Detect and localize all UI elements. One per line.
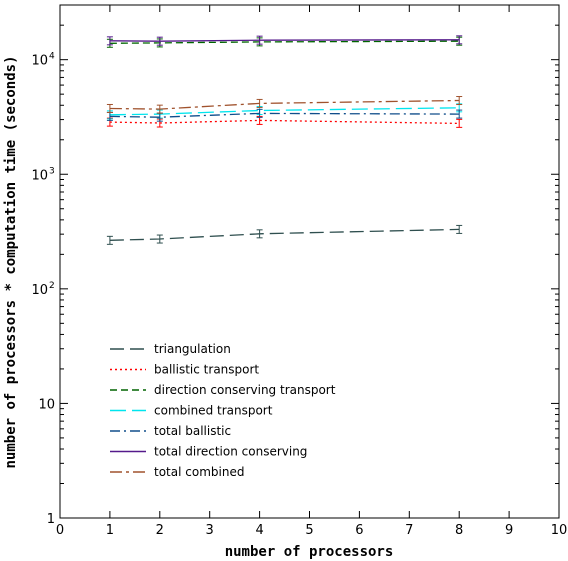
x-axis-label: number of processors xyxy=(225,544,394,560)
x-tick-label: 9 xyxy=(505,523,513,538)
legend-label: triangulation xyxy=(154,342,231,356)
data-point xyxy=(106,235,113,245)
legend-label: direction conserving transport xyxy=(154,383,336,397)
y-tick-label: 1 xyxy=(47,512,55,527)
legend-label: total ballistic xyxy=(154,424,231,438)
series-line xyxy=(109,107,460,116)
y-tick-label: 10 xyxy=(31,54,48,69)
legend-item: total direction conserving xyxy=(110,445,307,459)
data-point xyxy=(456,96,463,106)
series-1 xyxy=(106,115,463,128)
data-point xyxy=(106,36,113,46)
series-0 xyxy=(106,224,463,245)
y-tick-label: 10 xyxy=(38,397,55,412)
x-tick-label: 10 xyxy=(551,523,568,538)
legend-label: total direction conserving xyxy=(154,445,307,459)
y-tick-label: 10 xyxy=(31,168,48,183)
x-tick-label: 1 xyxy=(106,523,114,538)
data-point xyxy=(456,118,463,128)
series-line xyxy=(109,228,460,241)
legend-label: ballistic transport xyxy=(154,363,259,377)
x-tick-label: 5 xyxy=(305,523,313,538)
y-axis-label: number of processors * computation time … xyxy=(3,55,19,468)
data-point xyxy=(156,36,163,46)
data-point xyxy=(456,224,463,234)
x-tick-label: 3 xyxy=(206,523,214,538)
x-tick-label: 2 xyxy=(156,523,164,538)
series-line xyxy=(109,40,460,44)
series-line xyxy=(109,112,460,118)
y-tick-exponent: 3 xyxy=(49,166,55,176)
legend-label: combined transport xyxy=(154,404,273,418)
data-point xyxy=(106,103,113,113)
series-line xyxy=(109,39,460,42)
legend-item: triangulation xyxy=(110,342,231,356)
y-tick-exponent: 2 xyxy=(49,281,55,291)
data-point xyxy=(156,104,163,114)
series-group xyxy=(106,35,463,245)
legend-item: total ballistic xyxy=(110,424,231,438)
legend-item: ballistic transport xyxy=(110,363,259,377)
legend-label: total combined xyxy=(154,465,244,479)
series-6 xyxy=(106,96,463,114)
legend-item: total combined xyxy=(110,465,244,479)
x-tick-label: 8 xyxy=(455,523,463,538)
legend: triangulation ballistic transport directio… xyxy=(110,342,336,479)
data-point xyxy=(256,98,263,108)
data-point xyxy=(256,229,263,239)
x-tick-label: 4 xyxy=(255,523,263,538)
y-tick-exponent: 4 xyxy=(49,52,55,62)
x-tick-label: 6 xyxy=(355,523,363,538)
data-point xyxy=(256,108,263,118)
legend-item: combined transport xyxy=(110,404,273,418)
y-tick-label: 10 xyxy=(31,283,48,298)
data-point xyxy=(456,109,463,119)
series-line xyxy=(109,99,460,110)
data-point xyxy=(156,234,163,244)
series-5 xyxy=(106,35,463,46)
legend-item: direction conserving transport xyxy=(110,383,336,397)
x-tick-label: 0 xyxy=(56,523,64,538)
data-point xyxy=(256,35,263,45)
plot-frame xyxy=(59,4,560,519)
x-tick-label: 7 xyxy=(405,523,413,538)
data-point xyxy=(456,35,463,45)
